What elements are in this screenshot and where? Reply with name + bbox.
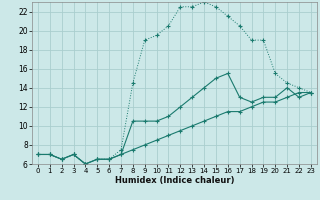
X-axis label: Humidex (Indice chaleur): Humidex (Indice chaleur) [115,176,234,185]
